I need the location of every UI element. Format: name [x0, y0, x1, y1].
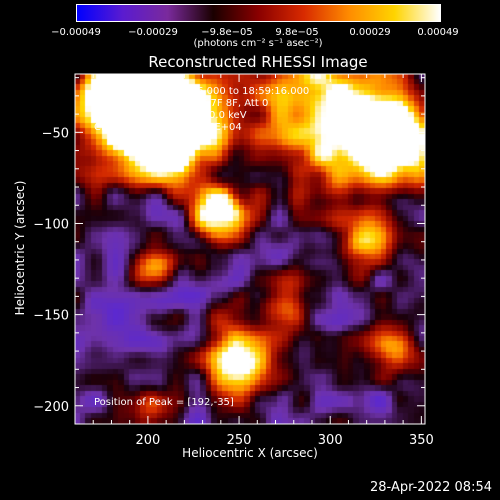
annotation-detectors: Detectors: 3F 4F 5F 6F 7F 8F, Att 0 [94, 98, 269, 109]
colorbar-tick: −0.00049 [51, 27, 101, 38]
heatmap-image [75, 74, 425, 424]
annotation-peak-position: Position of Peak = [192,-35] [94, 397, 234, 408]
x-tick-label: 250 [227, 433, 252, 448]
y-tick-label: −50 [42, 126, 69, 141]
y-tick-label: −200 [33, 400, 69, 415]
timestamp: 28-Apr-2022 08:54 [370, 480, 492, 495]
x-tick-label: 350 [409, 433, 434, 448]
colorbar-tick: 0.00049 [417, 27, 459, 38]
y-axis-label: Heliocentric Y (arcsec) [13, 180, 27, 316]
colorbar [76, 4, 441, 22]
annotation-energy-range: Energy Range: 25.0 - 50.0 keV [94, 110, 247, 121]
y-tick-label: −150 [33, 309, 69, 324]
colorbar-tick: −9.8e−05 [201, 27, 253, 38]
colorbar-tick: 0.00029 [349, 27, 391, 38]
x-axis-label: Heliocentric X (arcsec) [182, 446, 318, 460]
colorbar-tick-labels: −0.00049 −0.00029 −9.8e−05 9.8e−05 0.000… [0, 0, 500, 60]
plot-frame [74, 73, 426, 425]
chart-title: Reconstructed RHESSI Image [148, 53, 368, 71]
x-tick-label: 300 [318, 433, 343, 448]
colorbar-tick: −0.00029 [128, 27, 178, 38]
colorbar-units: (photons cm⁻² s⁻¹ asec⁻²) [193, 38, 323, 49]
y-tick-label: −100 [33, 217, 69, 232]
x-tick-label: 200 [136, 433, 161, 448]
annotation-time-range: 20-Jan-2004 18:52:16.000 to 18:59:16.000 [94, 86, 310, 97]
annotation-total-counts: Clean Total counts: 1.87E+04 [94, 122, 242, 133]
colorbar-tick: 9.8e−05 [275, 27, 319, 38]
